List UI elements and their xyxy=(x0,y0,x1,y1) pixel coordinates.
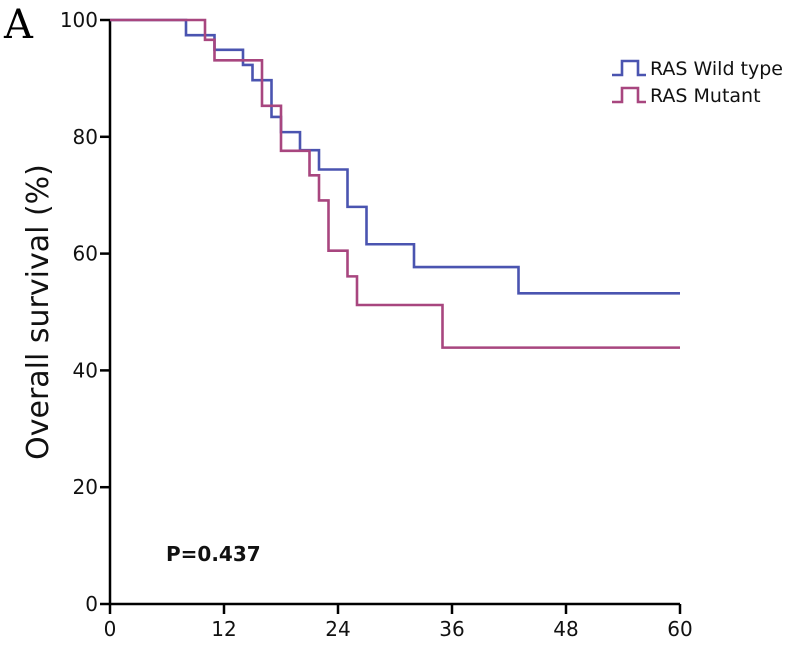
series-line-ras-wild-type xyxy=(110,18,680,295)
x-tick-label: 60 xyxy=(667,617,692,641)
legend-swatch xyxy=(612,59,646,77)
y-tick-label: 60 xyxy=(73,242,98,266)
x-tick-label: 48 xyxy=(553,617,578,641)
y-tick-label: 0 xyxy=(85,592,98,616)
axes: 0 12 24 36 48 60 0 20 40 60 80 100 xyxy=(60,8,693,641)
y-axis-label: Overall survival (%) xyxy=(21,164,56,460)
x-tick-label: 12 xyxy=(211,617,236,641)
x-tick-label: 36 xyxy=(439,617,464,641)
series-line-ras-mutant xyxy=(110,18,680,349)
panel-letter: A xyxy=(3,2,34,48)
legend-label: RAS Wild type xyxy=(650,58,783,80)
x-tick-label: 0 xyxy=(104,617,117,641)
legend-label: RAS Mutant xyxy=(650,85,761,107)
x-tick-label: 24 xyxy=(325,617,350,641)
series-layer xyxy=(110,18,680,349)
y-tick-label: 40 xyxy=(73,358,98,382)
p-value-annotation: P=0.437 xyxy=(166,542,261,566)
y-tick-label: 20 xyxy=(73,475,98,499)
legend: RAS Wild type RAS Mutant xyxy=(612,58,783,107)
y-tick-label: 80 xyxy=(73,125,98,149)
y-tick-label: 100 xyxy=(60,8,98,32)
legend-swatch xyxy=(612,86,646,104)
